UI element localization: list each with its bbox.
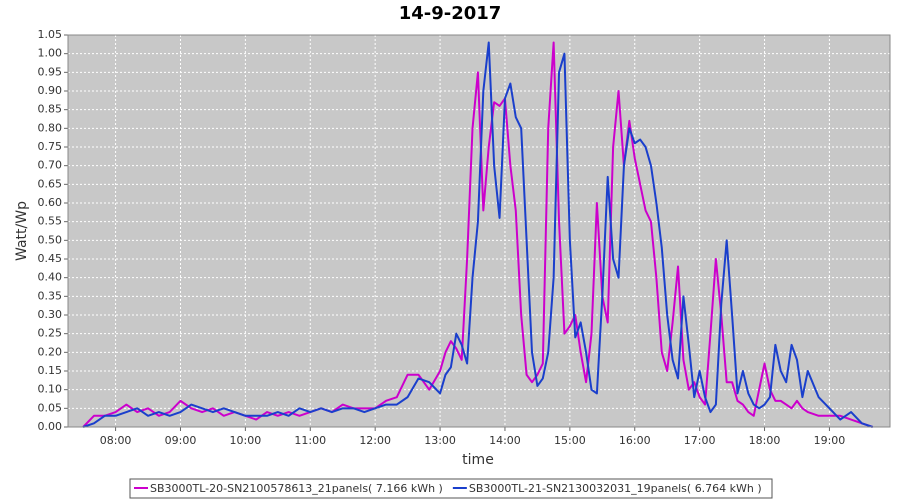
y-tick-label: 0.55 xyxy=(38,215,63,228)
x-tick-label: 12:00 xyxy=(359,434,391,447)
y-tick-label: 0.95 xyxy=(38,65,63,78)
x-axis-title: time xyxy=(462,452,494,468)
y-tick-label: 0.05 xyxy=(38,401,63,414)
y-tick-label: 0.50 xyxy=(38,233,63,246)
y-tick-label: 0.35 xyxy=(38,289,63,302)
y-tick-label: 0.10 xyxy=(38,383,63,396)
legend-label: SB3000TL-21-SN2130032031_19panels( 6.764… xyxy=(469,482,762,495)
y-tick-label: 1.00 xyxy=(38,47,63,60)
plot-border xyxy=(67,34,891,428)
y-tick-label: 0.25 xyxy=(38,327,63,340)
y-tick-label: 0.40 xyxy=(38,271,63,284)
y-tick-label: 0.65 xyxy=(38,177,63,190)
y-tick-label: 0.80 xyxy=(38,121,63,134)
y-tick-label: 0.85 xyxy=(38,103,63,116)
y-tick-label: 1.05 xyxy=(38,28,63,41)
series-line xyxy=(82,41,874,428)
x-tick-label: 19:00 xyxy=(814,434,846,447)
y-tick-label: 0.60 xyxy=(38,196,63,209)
legend-label: SB3000TL-20-SN2100578613_21panels( 7.166… xyxy=(150,482,443,495)
x-tick-label: 17:00 xyxy=(684,434,716,447)
x-tick-label: 18:00 xyxy=(749,434,781,447)
y-tick-label: 0.30 xyxy=(38,308,63,321)
series-line xyxy=(82,41,874,428)
x-tick-label: 15:00 xyxy=(554,434,586,447)
y-axis-title: Watt/Wp xyxy=(14,201,30,261)
y-tick-label: 0.75 xyxy=(38,140,63,153)
y-tick-label: 0.20 xyxy=(38,345,63,358)
y-tick-label: 0.45 xyxy=(38,252,63,265)
y-tick-label: 0.90 xyxy=(38,84,63,97)
x-tick-label: 09:00 xyxy=(165,434,197,447)
legend-box xyxy=(129,478,773,499)
x-tick-label: 11:00 xyxy=(294,434,326,447)
x-tick-label: 08:00 xyxy=(100,434,132,447)
x-tick-label: 13:00 xyxy=(424,434,456,447)
chart-title: 14-9-2017 xyxy=(399,3,502,24)
x-tick-label: 16:00 xyxy=(619,434,651,447)
y-tick-label: 0.15 xyxy=(38,364,63,377)
x-tick-label: 10:00 xyxy=(230,434,262,447)
y-tick-label: 0.00 xyxy=(38,420,63,433)
y-tick-label: 0.70 xyxy=(38,159,63,172)
x-tick-label: 14:00 xyxy=(489,434,521,447)
